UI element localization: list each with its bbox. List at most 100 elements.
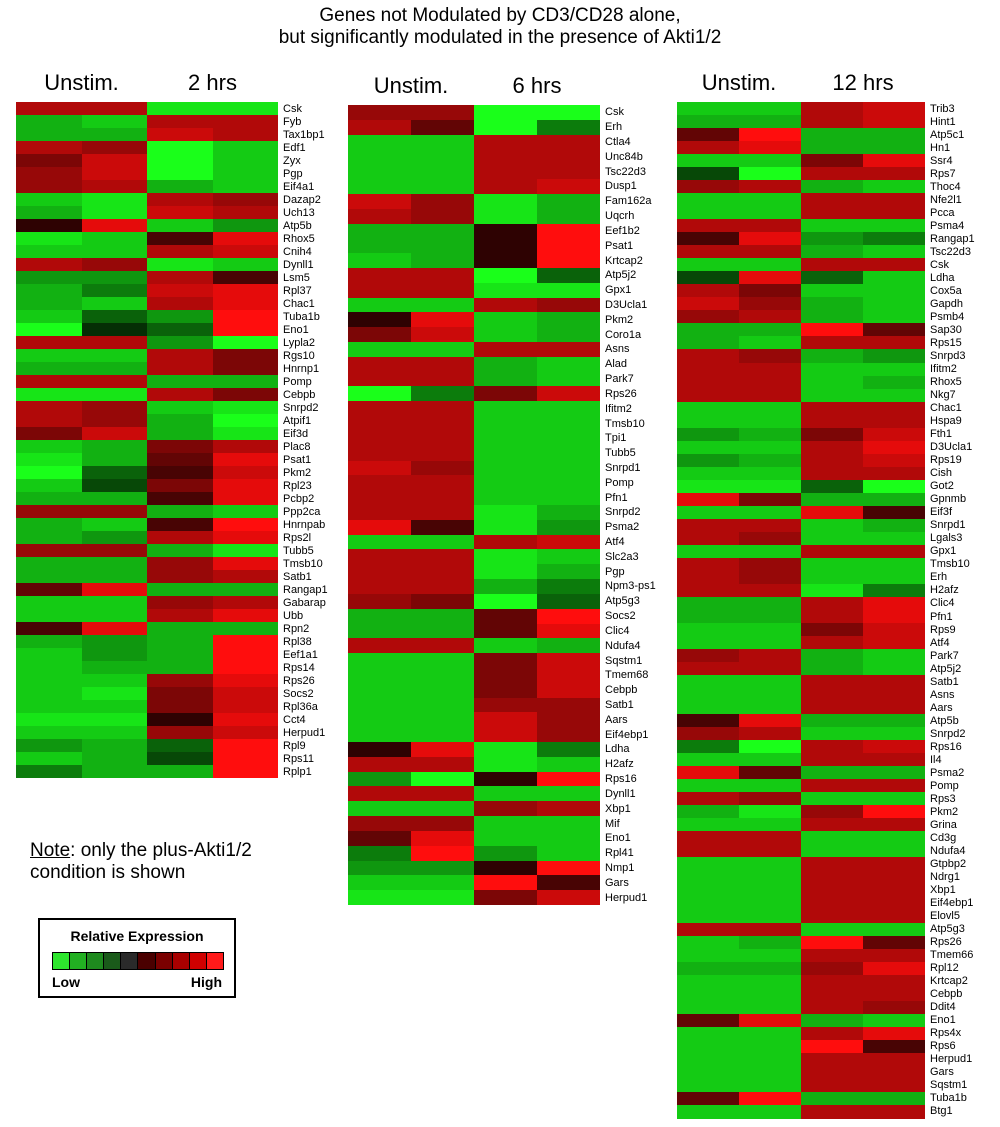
heatmap-cell xyxy=(16,453,82,466)
heatmap-cell xyxy=(801,414,863,429)
heatmap-cell xyxy=(81,583,147,596)
heatmap-row xyxy=(677,675,925,690)
heatmap-cell xyxy=(348,742,411,758)
heatmap-cell xyxy=(411,830,474,846)
gene-label: Gtpbp2 xyxy=(930,858,967,870)
heatmap-cell xyxy=(863,310,925,325)
heatmap-cell xyxy=(147,544,213,557)
gene-label: Rps15 xyxy=(930,336,962,349)
heatmap-cell xyxy=(801,1078,863,1093)
heatmap-cell xyxy=(537,786,600,802)
heatmap-cell xyxy=(348,771,411,787)
gene-label: Atp5g3 xyxy=(930,923,965,936)
heatmap-cell xyxy=(348,890,411,906)
heatmap-row xyxy=(677,870,925,885)
heatmap-cell xyxy=(537,312,600,328)
gene-label: Atf4 xyxy=(930,636,950,649)
heatmap-cell xyxy=(863,180,925,195)
heatmap-cell xyxy=(537,801,600,817)
gene-label: Satb1 xyxy=(283,570,312,583)
heatmap-cell xyxy=(81,765,147,778)
heatmap-cell xyxy=(16,206,82,219)
heatmap-cell xyxy=(348,312,411,328)
heatmap-row xyxy=(677,766,925,781)
heatmap-row xyxy=(677,557,925,572)
heatmap-cell xyxy=(348,608,411,624)
heatmap-cell xyxy=(739,245,801,260)
heatmap-cell xyxy=(16,349,82,362)
heatmap-cell xyxy=(537,890,600,906)
heatmap-cell xyxy=(411,579,474,595)
heatmap-cell xyxy=(677,974,739,989)
heatmap-cell xyxy=(474,519,537,535)
heatmap-cell xyxy=(411,105,474,120)
heatmap-cell xyxy=(474,534,537,550)
heatmap-cell xyxy=(801,518,863,533)
heatmap-cell xyxy=(677,180,739,195)
heatmap-cell xyxy=(411,445,474,461)
heatmap-row xyxy=(677,1052,925,1067)
heatmap-row xyxy=(348,623,600,639)
heatmap-cell xyxy=(147,557,213,570)
heatmap-cell xyxy=(863,167,925,182)
heatmap-row xyxy=(16,154,278,167)
heatmap-row xyxy=(677,740,925,755)
gene-label: Erh xyxy=(930,571,948,584)
heatmap-cell xyxy=(739,427,801,442)
heatmap-cell xyxy=(739,1013,801,1028)
heatmap-row xyxy=(677,727,925,742)
heatmap-row xyxy=(16,557,278,570)
heatmap-cell xyxy=(16,440,82,453)
heatmap-cell xyxy=(801,688,863,703)
heatmap-cell xyxy=(474,667,537,683)
heatmap-row xyxy=(348,105,600,120)
heatmap-cell xyxy=(16,466,82,479)
heatmap-cell xyxy=(81,674,147,687)
heatmap-row xyxy=(16,518,278,531)
heatmap-cell xyxy=(677,414,739,429)
heatmap-cell xyxy=(348,193,411,209)
heatmap-cell xyxy=(348,149,411,165)
heatmap-cell xyxy=(677,401,739,416)
heatmap-row xyxy=(348,845,600,861)
heatmap-row xyxy=(16,102,278,115)
heatmap-row xyxy=(16,115,278,128)
heatmap-row xyxy=(677,636,925,651)
gene-label: Tmsb10 xyxy=(283,557,323,570)
heatmap-cell xyxy=(348,505,411,520)
heatmap-cell xyxy=(16,167,82,180)
heatmap-cell xyxy=(411,327,474,343)
heatmap-cell xyxy=(801,948,863,963)
heatmap-row xyxy=(16,180,278,193)
heatmap-cell xyxy=(16,128,82,141)
gene-label: Pfn1 xyxy=(605,491,628,504)
heatmap-cell xyxy=(411,430,474,446)
heatmap-cell xyxy=(16,180,82,193)
heatmap-cell xyxy=(677,167,739,182)
heatmap-cell xyxy=(537,623,600,639)
heatmap-cell xyxy=(212,440,278,453)
gene-label: Eif4ebp1 xyxy=(605,728,649,741)
heatmap-cell xyxy=(739,688,801,703)
heatmap-row xyxy=(16,375,278,388)
heatmap-cell xyxy=(411,312,474,328)
heatmap-cell xyxy=(739,505,801,520)
heatmap-cell xyxy=(677,675,739,690)
heatmap-cell xyxy=(677,570,739,585)
heatmap-cell xyxy=(147,284,213,297)
heatmap-cell xyxy=(863,596,925,611)
heatmap-cell xyxy=(411,786,474,802)
heatmap-cell xyxy=(739,857,801,872)
heatmap-cell xyxy=(16,505,82,518)
legend-color-scale xyxy=(52,952,224,970)
heatmap-cell xyxy=(81,349,147,362)
heatmap-cell xyxy=(537,608,600,624)
gene-label: Ndrg1 xyxy=(930,871,960,884)
heatmap-row xyxy=(677,570,925,585)
heatmap-cell xyxy=(739,948,801,963)
heatmap-cell xyxy=(739,323,801,338)
heatmap-cell xyxy=(739,1078,801,1093)
heatmap-cell xyxy=(739,310,801,325)
note: Note: only the plus-Akti1/2 condition is… xyxy=(30,840,252,884)
heatmap-cell xyxy=(212,102,278,115)
